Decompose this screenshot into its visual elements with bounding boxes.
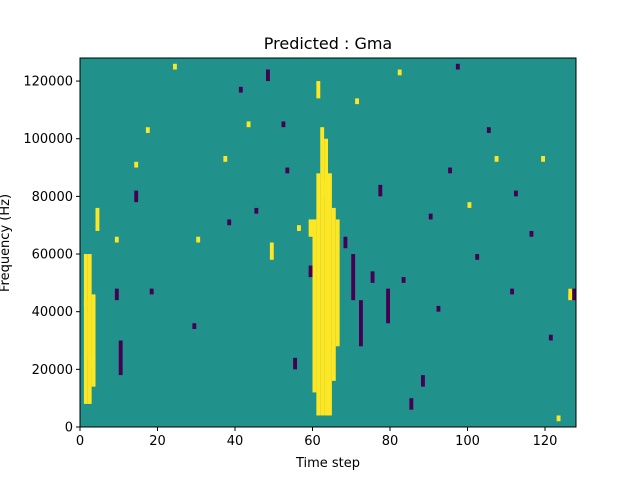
heatmap-cell-low [293,357,298,370]
heatmap-cell-high [467,202,472,208]
heatmap-cell-high [324,179,329,197]
heatmap-cell-high [397,69,402,76]
heatmap-cell-low [510,288,515,295]
heatmap-cell-low [266,69,270,82]
heatmap-cell-high [324,138,329,416]
heatmap-cell-high [568,288,573,301]
heatmap-cell-low [378,184,383,197]
heatmap-cell-low [428,213,433,220]
y-tick-label: 20000 [32,363,73,378]
y-tick-label: 60000 [32,248,73,263]
x-tick-label: 60 [304,434,321,449]
heatmap-cell-low [134,190,139,203]
heatmap-cell-high [246,121,251,128]
heatmap-cell-high [316,173,321,416]
heatmap-cell-high [196,236,201,243]
heatmap-cell-low [386,288,391,324]
heatmap-cell-high [320,127,325,416]
heatmap-cell-high [134,161,139,168]
heatmap-cell-low [409,398,414,410]
heatmap-cell-high [223,156,228,162]
heatmap-cell-high [95,207,100,231]
y-axis-ticks: 0 20000 40000 60000 80000 100000 120000 [23,75,80,436]
y-tick-label: 120000 [23,75,73,90]
x-tick-label: 20 [149,434,166,449]
heatmap-cell-high [145,127,150,133]
y-axis-label: Frequency (Hz) [0,194,13,292]
heatmap-cell-high [114,236,119,243]
heatmap-cell-high [308,219,313,237]
heatmap-cell-high [328,173,332,416]
heatmap-cell-high [541,156,546,162]
heatmap-cell-high [269,242,274,260]
heatmap-cell-high [83,254,88,404]
heatmap-cell-high [556,415,561,422]
heatmap-cell-low [370,271,375,283]
plot-frame [79,57,577,428]
heatmap-cell-low [514,190,518,197]
heatmap-cell-high [335,219,340,347]
heatmap-cell-high [297,225,301,231]
y-tick-label: 80000 [32,190,73,205]
heatmap-cell-low [359,300,363,347]
y-tick-label: 40000 [32,305,73,320]
heatmap-area [79,57,577,428]
heatmap-cell-low [285,167,290,174]
heatmap-cell-low [475,254,480,260]
heatmap-cell-low [486,127,491,133]
heatmap-cell-low [281,121,286,128]
heatmap-cell-high [316,81,321,99]
heatmap-cell-low [192,323,197,329]
heatmap-cell-low [351,254,356,301]
heatmap-cell-high [87,311,92,358]
heatmap-cell-low [114,288,119,301]
y-tick-label: 0 [65,421,73,436]
x-tick-label: 120 [533,434,558,449]
chart-title: Predicted : Gma [264,34,392,53]
heatmap-cell-low [254,207,259,214]
heatmap-cell-low [448,167,453,174]
x-tick-label: 40 [227,434,244,449]
heatmap-cell-low [455,63,460,70]
x-tick-label: 100 [455,434,480,449]
heatmap-cell-high [91,294,96,387]
x-tick-label: 80 [382,434,399,449]
heatmap-cell-low [343,236,348,249]
x-axis-ticks: 0 20 40 60 80 100 120 [76,427,558,449]
heatmap-cell-low [238,86,243,93]
heatmap-cell-low [149,288,154,295]
heatmap-cell-high [91,357,96,370]
heatmap-cell-low [308,265,313,278]
heatmap-cell-high [173,63,177,70]
heatmap-cell-high [355,98,360,105]
heatmap-cell-low [548,334,553,341]
heatmap-cell-low [401,277,406,283]
heatmap-cell-high [83,300,88,306]
heatmap-cell-low [572,288,577,301]
heatmap-cell-high [494,156,499,162]
y-tick-label: 100000 [23,132,73,147]
x-axis-label: Time step [295,456,360,471]
heatmap-cell-low [118,340,123,376]
heatmap-cell-high [331,207,336,381]
heatmap-cell-high [312,219,317,393]
heatmap-cell-low [436,305,441,312]
heatmap-cell-low [529,230,534,237]
x-tick-label: 0 [76,434,84,449]
heatmap-cell-low [227,219,232,226]
heatmap-cell-low [421,375,425,387]
